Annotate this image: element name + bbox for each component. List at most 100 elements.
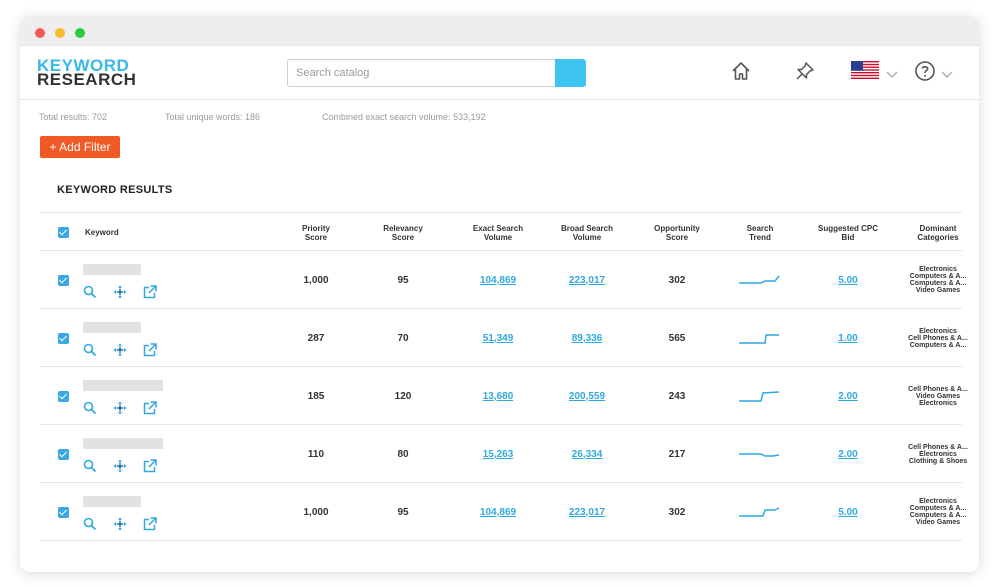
chevron-down-icon[interactable] [886,66,898,84]
select-all-checkbox[interactable] [58,227,69,238]
app-logo[interactable]: KEYWORD RESEARCH [37,57,137,89]
category-label: Cell Phones & A... [908,334,968,342]
maximize-window-button[interactable] [75,28,85,38]
keyword-actions [83,343,157,362]
opportunity-score: 302 [668,506,686,518]
col-exact-search-volume[interactable]: Exact Search Volume [472,223,524,242]
col-relevancy-score[interactable]: Relevancy Score [383,223,423,242]
external-link-icon[interactable] [143,401,157,420]
move-icon[interactable] [113,285,127,304]
category-label: Electronics [919,327,957,335]
search-trend-sparkline [730,425,790,483]
relevancy-score: 95 [397,506,409,518]
search-icon[interactable] [83,517,97,536]
opportunity-score: 302 [668,274,686,286]
col-priority-score[interactable]: Priority Score [301,223,330,242]
keyword-actions [83,401,157,420]
row-checkbox[interactable] [58,449,69,460]
search-input[interactable] [287,59,555,87]
broad-search-volume-link[interactable]: 223,017 [568,274,606,286]
search-icon[interactable] [83,343,97,362]
broad-search-volume-link[interactable]: 26,334 [571,448,603,460]
category-label: Computers & A... [909,280,967,287]
priority-score: 185 [307,390,325,402]
exact-search-volume-link[interactable]: 13,680 [482,390,514,402]
priority-score: 287 [307,332,325,344]
col-suggested-cpc-bid[interactable]: Suggested CPC Bid [817,223,878,242]
table-row: 1,000 95 104,869 223,017 302 5.00 Electr… [40,483,966,541]
app-header: KEYWORD RESEARCH [20,46,979,100]
exact-search-volume-link[interactable]: 104,869 [479,274,517,286]
row-checkbox[interactable] [58,507,69,518]
category-label: Clothing & Shoes [908,457,968,465]
suggested-cpc-bid-link[interactable]: 5.00 [838,274,858,286]
category-label: Electronics [919,450,957,458]
category-label: Cell Phones & A... [908,443,968,451]
broad-search-volume-link[interactable]: 89,336 [571,332,603,344]
suggested-cpc-bid-link[interactable]: 2.00 [838,390,858,402]
move-icon[interactable] [113,459,127,478]
col-search-trend[interactable]: Search Trend [746,223,774,242]
minimize-window-button[interactable] [55,28,65,38]
row-checkbox[interactable] [58,333,69,344]
col-dominant-categories[interactable]: Dominant Categories [917,223,959,242]
external-link-icon[interactable] [143,285,157,304]
search-button[interactable] [555,59,586,87]
us-flag-icon[interactable] [851,61,879,84]
logo-line-2: RESEARCH [37,70,137,89]
col-broad-search-volume[interactable]: Broad Search Volume [560,223,614,242]
search-icon[interactable] [83,401,97,420]
keyword-results-table: Keyword Priority Score Relevancy Score Exa… [40,212,968,541]
move-icon[interactable] [113,343,127,362]
suggested-cpc-bid-link[interactable]: 5.00 [838,506,858,518]
row-checkbox[interactable] [58,275,69,286]
priority-score: 1,000 [303,274,329,286]
external-link-icon[interactable] [143,343,157,362]
table-row: 110 80 15,263 26,334 217 2.00 Cell Phone… [40,425,968,483]
chevron-down-icon[interactable] [941,66,953,84]
external-link-icon[interactable] [143,517,157,536]
add-filter-button[interactable]: + Add Filter [40,136,120,158]
suggested-cpc-bid-link[interactable]: 1.00 [838,332,858,344]
search-trend-sparkline [730,309,790,367]
move-icon[interactable] [113,517,127,536]
home-icon[interactable] [730,60,752,87]
total-results: Total results: 702 [39,112,108,122]
category-label: Computers & A... [909,341,967,349]
col-keyword[interactable]: Keyword [85,228,119,237]
dominant-categories: Cell Phones & A... Electronics Clothing & … [898,425,978,483]
category-label: Electronics [919,498,957,505]
move-icon[interactable] [113,401,127,420]
keyword-actions [83,517,157,536]
pin-icon[interactable] [794,60,816,87]
search-icon[interactable] [83,459,97,478]
table-row: 1,000 95 104,869 223,017 302 5.00 Electr… [40,251,966,309]
row-checkbox[interactable] [58,391,69,402]
category-label: Electronics [919,399,957,407]
keyword-placeholder [83,438,163,449]
table-body: 1,000 95 104,869 223,017 302 5.00 Electr… [40,251,968,541]
category-label: Computers & A... [909,505,967,512]
close-window-button[interactable] [35,28,45,38]
search-icon[interactable] [83,285,97,304]
exact-search-volume-link[interactable]: 15,263 [482,448,514,460]
col-opportunity-score[interactable]: Opportunity Score [654,223,700,242]
category-label: Computers & A... [909,273,967,280]
broad-search-volume-link[interactable]: 200,559 [568,390,606,402]
keyword-placeholder [83,264,141,275]
dominant-categories: Electronics Cell Phones & A... Computers &… [898,309,978,367]
category-label: Video Games [915,287,961,294]
dominant-categories: Electronics Computers & A... Computers & A… [898,483,978,541]
relevancy-score: 95 [397,274,409,286]
combined-search-volume: Combined exact search volume: 533,192 [322,112,486,122]
exact-search-volume-link[interactable]: 51,349 [482,332,514,344]
category-label: Computers & A... [909,512,967,519]
window-titlebar [20,16,979,46]
help-icon[interactable] [914,60,936,87]
suggested-cpc-bid-link[interactable]: 2.00 [838,448,858,460]
broad-search-volume-link[interactable]: 223,017 [568,506,606,518]
external-link-icon[interactable] [143,459,157,478]
relevancy-score: 120 [394,390,412,402]
exact-search-volume-link[interactable]: 104,869 [479,506,517,518]
opportunity-score: 243 [668,390,686,402]
